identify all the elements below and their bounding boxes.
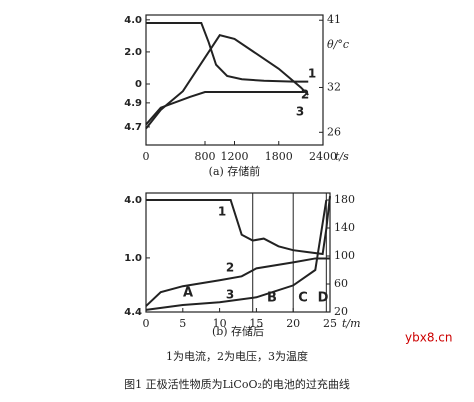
x-tick-label: 0 — [143, 150, 150, 163]
region-label: B — [267, 291, 277, 306]
y2-tick-label: 26 — [327, 125, 341, 138]
x-tick-label: 1200 — [221, 150, 249, 163]
curve-label: 1 — [308, 67, 316, 81]
curve-label: 1 — [218, 205, 226, 219]
series-line — [146, 195, 331, 256]
x-tick-label: 2400 — [309, 150, 337, 163]
x-tick-label: 10 — [213, 317, 227, 330]
curve-label: 3 — [296, 105, 304, 119]
region-label: C — [298, 291, 308, 306]
region-label: A — [183, 286, 193, 301]
x-tick-label: 0 — [143, 317, 150, 330]
y2-axis-label: θ/°c — [327, 38, 349, 51]
legend-note: 1为电流，2为电压，3为温度 — [166, 349, 308, 363]
x-tick-label: 5 — [179, 317, 186, 330]
y-tick-label: 2.0 — [124, 47, 142, 58]
x-tick-label: 15 — [249, 317, 263, 330]
y-tick-label: 0 — [135, 79, 142, 90]
curve-label: 3 — [226, 288, 234, 302]
y2-tick-label: 41 — [327, 13, 341, 26]
series-line — [146, 22, 309, 83]
figure-title: 图1 正极活性物质为LiCoO₂的电池的过充曲线 — [124, 377, 350, 391]
y-tick-label: 4.0 — [124, 15, 142, 26]
series-line — [145, 199, 328, 311]
y2-tick-label: 180 — [334, 193, 355, 206]
watermark: ybx8.cn — [405, 331, 452, 345]
x-tick-label: 800 — [195, 150, 216, 163]
chart-caption: (a) 存储前 — [209, 164, 261, 178]
chart-caption: (b) 存储后 — [212, 324, 264, 338]
x-tick-label: 25 — [323, 317, 337, 330]
x-axis-label: t/s — [335, 150, 349, 163]
y2-tick-label: 20 — [334, 305, 348, 318]
y-tick-label: 1.0 — [124, 253, 142, 264]
x-axis-label: t/m — [342, 317, 361, 330]
region-label: D — [318, 291, 329, 306]
y-tick-label: 4.0 — [124, 195, 142, 206]
series-line — [145, 34, 309, 130]
series-line — [145, 91, 305, 126]
series-line — [145, 257, 330, 307]
x-tick-label: 1800 — [265, 150, 293, 163]
x-tick-label: 20 — [286, 317, 300, 330]
y2-tick-label: 100 — [334, 249, 355, 262]
y-tick-label: 4.9 — [124, 98, 142, 109]
y2-tick-label: 60 — [334, 277, 348, 290]
plot-frame — [145, 14, 324, 146]
y2-tick-label: 140 — [334, 221, 355, 234]
plot-frame — [145, 192, 331, 313]
y2-tick-label: 32 — [327, 80, 341, 93]
y-tick-label: 4.4 — [124, 307, 142, 318]
y-tick-label: 4.7 — [124, 122, 142, 133]
curve-label: 2 — [301, 88, 309, 102]
curve-label: 2 — [226, 261, 234, 275]
